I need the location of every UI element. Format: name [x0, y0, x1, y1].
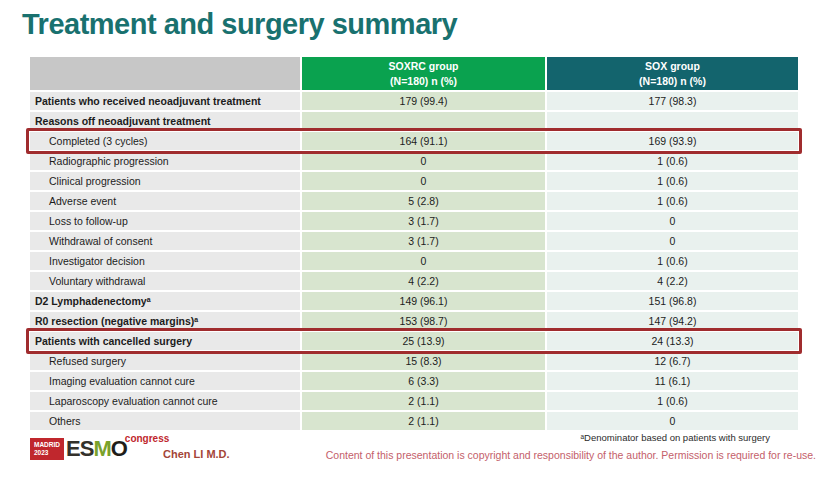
soxrc-value: 0	[302, 252, 545, 270]
soxrc-value	[302, 112, 545, 130]
slide-title: Treatment and surgery summary	[22, 8, 457, 41]
sox-value	[547, 112, 798, 130]
soxrc-value: 164 (91.1)	[302, 132, 545, 150]
sox-group-n: (N=180) n (%)	[639, 74, 706, 88]
row-label: D2 Lymphadenectomyᵃ	[30, 292, 300, 310]
table-row: Refused surgery15 (8.3)12 (6.7)	[30, 352, 798, 370]
soxrc-value: 3 (1.7)	[302, 212, 545, 230]
table-row: Radiographic progression01 (0.6)	[30, 152, 798, 170]
row-label: R0 resection (negative margins)ᵃ	[30, 312, 300, 330]
sox-value: 169 (93.9)	[547, 132, 798, 150]
sox-value: 1 (0.6)	[547, 252, 798, 270]
congress-label: congress	[125, 433, 169, 444]
sox-value: 1 (0.6)	[547, 192, 798, 210]
header-cell-soxrc: SOXRC group (N=180) n (%)	[302, 57, 545, 90]
table-row: Investigator decision01 (0.6)	[30, 252, 798, 270]
esmo-letter-e: E	[66, 436, 80, 461]
table-row: R0 resection (negative margins)ᵃ153 (98.…	[30, 312, 798, 330]
row-label: Laparoscopy evaluation cannot cure	[30, 392, 300, 410]
row-label: Clinical progression	[30, 172, 300, 190]
soxrc-value: 3 (1.7)	[302, 232, 545, 250]
table-row: Patients with cancelled surgery25 (13.9)…	[30, 332, 798, 350]
row-label: Patients who received neoadjuvant treatm…	[30, 92, 300, 110]
table-row: Voluntary withdrawal4 (2.2)4 (2.2)	[30, 272, 798, 290]
row-label: Patients with cancelled surgery	[30, 332, 300, 350]
sox-value: 1 (0.6)	[547, 392, 798, 410]
row-label: Voluntary withdrawal	[30, 272, 300, 290]
sox-value: 4 (2.2)	[547, 272, 798, 290]
row-label: Others	[30, 412, 300, 430]
table-row: Patients who received neoadjuvant treatm…	[30, 92, 798, 110]
sox-value: 0	[547, 212, 798, 230]
soxrc-value: 149 (96.1)	[302, 292, 545, 310]
madrid-label: MADRID	[34, 441, 60, 449]
table-row: Loss to follow-up3 (1.7)0	[30, 212, 798, 230]
row-label: Investigator decision	[30, 252, 300, 270]
table-row: D2 Lymphadenectomyᵃ149 (96.1)151 (96.8)	[30, 292, 798, 310]
sox-value: 177 (98.3)	[547, 92, 798, 110]
soxrc-value: 4 (2.2)	[302, 272, 545, 290]
table-body: Patients who received neoadjuvant treatm…	[30, 92, 798, 430]
table-row: Imaging evaluation cannot cure6 (3.3)11 …	[30, 372, 798, 390]
sox-value: 1 (0.6)	[547, 152, 798, 170]
sox-value: 0	[547, 412, 798, 430]
table-row: Others2 (1.1)0	[30, 412, 798, 430]
sox-value: 147 (94.2)	[547, 312, 798, 330]
esmo-logo-text: ESMO	[66, 438, 127, 460]
table-row: Laparoscopy evaluation cannot cure2 (1.1…	[30, 392, 798, 410]
esmo-congress-logo: MADRID 2023 ESMO congress	[30, 436, 169, 462]
sox-value: 24 (13.3)	[547, 332, 798, 350]
presenter-name: Chen LI M.D.	[163, 448, 230, 460]
summary-table: SOXRC group (N=180) n (%) SOX group (N=1…	[30, 57, 798, 432]
esmo-letter-s: S	[80, 436, 94, 461]
soxrc-group-n: (N=180) n (%)	[390, 74, 457, 88]
slide: Treatment and surgery summary SOXRC grou…	[0, 0, 832, 478]
sox-group-name: SOX group	[645, 59, 700, 73]
header-cell-label	[30, 57, 300, 90]
table-header-row: SOXRC group (N=180) n (%) SOX group (N=1…	[30, 57, 798, 90]
copyright-notice: Content of this presentation is copyrigh…	[326, 449, 816, 461]
row-label: Loss to follow-up	[30, 212, 300, 230]
soxrc-value: 2 (1.1)	[302, 412, 545, 430]
soxrc-value: 153 (98.7)	[302, 312, 545, 330]
madrid-2023-badge: MADRID 2023	[30, 438, 64, 460]
row-label: Reasons off neoadjuvant treatment	[30, 112, 300, 130]
soxrc-value: 179 (99.4)	[302, 92, 545, 110]
table-footnote: ᵃDenominator based on patients with surg…	[581, 432, 770, 443]
table-row: Clinical progression01 (0.6)	[30, 172, 798, 190]
soxrc-value: 2 (1.1)	[302, 392, 545, 410]
table-row: Completed (3 cycles)164 (91.1)169 (93.9)	[30, 132, 798, 150]
row-label: Withdrawal of consent	[30, 232, 300, 250]
row-label: Adverse event	[30, 192, 300, 210]
row-label: Imaging evaluation cannot cure	[30, 372, 300, 390]
row-label: Refused surgery	[30, 352, 300, 370]
sox-value: 0	[547, 232, 798, 250]
row-label: Radiographic progression	[30, 152, 300, 170]
soxrc-value: 0	[302, 152, 545, 170]
sox-value: 1 (0.6)	[547, 172, 798, 190]
table-row: Reasons off neoadjuvant treatment	[30, 112, 798, 130]
header-cell-sox: SOX group (N=180) n (%)	[547, 57, 798, 90]
soxrc-value: 25 (13.9)	[302, 332, 545, 350]
sox-value: 151 (96.8)	[547, 292, 798, 310]
soxrc-value: 5 (2.8)	[302, 192, 545, 210]
soxrc-value: 0	[302, 172, 545, 190]
sox-value: 11 (6.1)	[547, 372, 798, 390]
row-label: Completed (3 cycles)	[30, 132, 300, 150]
soxrc-value: 15 (8.3)	[302, 352, 545, 370]
sox-value: 12 (6.7)	[547, 352, 798, 370]
table-row: Withdrawal of consent3 (1.7)0	[30, 232, 798, 250]
soxrc-value: 6 (3.3)	[302, 372, 545, 390]
soxrc-group-name: SOXRC group	[389, 59, 459, 73]
table-row: Adverse event5 (2.8)1 (0.6)	[30, 192, 798, 210]
year-label: 2023	[34, 449, 60, 457]
esmo-letter-m: M	[93, 436, 110, 461]
